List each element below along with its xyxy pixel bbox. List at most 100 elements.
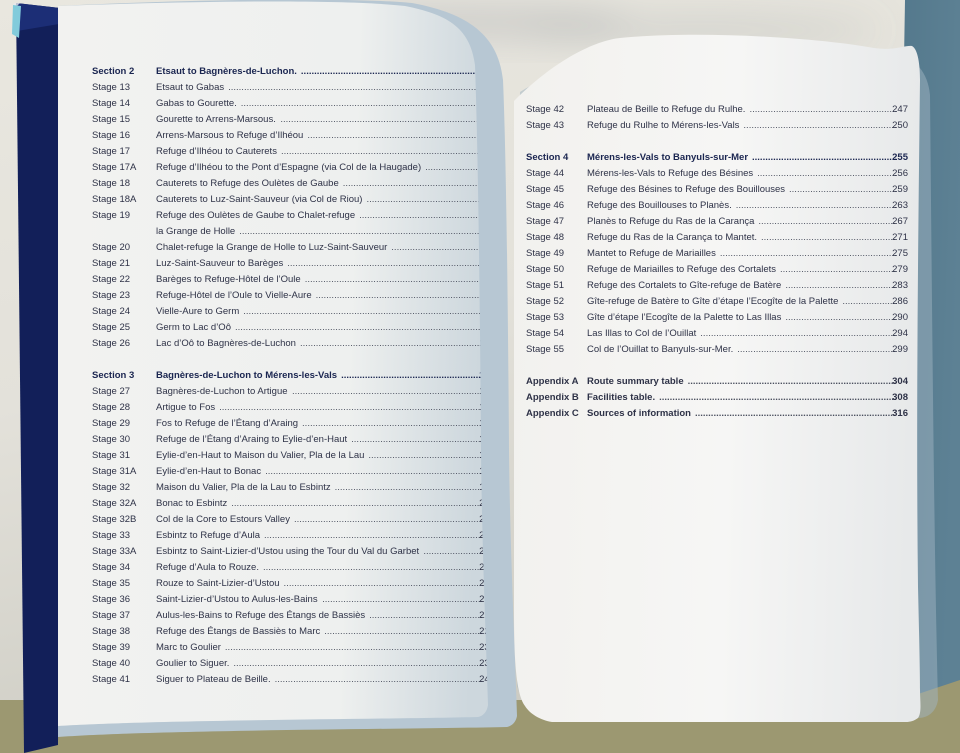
svg-text:..............................: ........................................… [228, 82, 518, 93]
svg-text:Stage 23: Stage 23 [92, 290, 130, 301]
svg-text:255: 255 [892, 152, 909, 163]
svg-text:Stage 38: Stage 38 [92, 626, 130, 637]
svg-text:..............................: ........................................… [263, 562, 485, 573]
svg-text:Stage 53: Stage 53 [526, 312, 564, 323]
svg-text:Mérens-les-Vals to Refuge des: Mérens-les-Vals to Refuge des Bésines [587, 168, 753, 179]
svg-text:Bagnères-de-Luchon to Artigue: Bagnères-de-Luchon to Artigue [156, 386, 288, 397]
svg-text:Chalet-refuge la Grange de Hol: Chalet-refuge la Grange de Holle to Luz-… [156, 242, 387, 253]
svg-text:..............................: ........................................… [785, 280, 896, 291]
svg-text:..............................: ........................................… [368, 450, 484, 461]
svg-text:..............................: ........................................… [305, 274, 484, 285]
svg-text:267: 267 [892, 216, 908, 227]
svg-text:Stage 35: Stage 35 [92, 578, 130, 589]
svg-text:Refuge des Bouillouses to Plan: Refuge des Bouillouses to Planès. [587, 200, 732, 211]
svg-text:..............................: ........................................… [307, 130, 484, 141]
svg-text:Stage 32B: Stage 32B [92, 514, 136, 525]
svg-text:Stage 29: Stage 29 [92, 418, 130, 429]
svg-text:..............................: ........................................… [300, 338, 485, 349]
svg-text:Stage 33: Stage 33 [92, 530, 130, 541]
svg-text:Stage 16: Stage 16 [92, 130, 130, 141]
svg-text:..............................: ........................................… [322, 594, 483, 605]
svg-text:Section 2: Section 2 [92, 66, 134, 77]
svg-text:Aulus-les-Bains to Refuge des: Aulus-les-Bains to Refuge des Étangs de … [156, 610, 365, 621]
svg-text:Stage 52: Stage 52 [526, 296, 564, 307]
svg-text:..............................: ........................................… [316, 290, 485, 301]
svg-text:Stage 43: Stage 43 [526, 120, 564, 131]
svg-text:Stage 15: Stage 15 [92, 114, 130, 125]
svg-text:..............................: ........................................… [231, 498, 484, 509]
svg-text:..............................: ........................................… [789, 184, 897, 195]
svg-text:Bagnères-de-Luchon to Mérens-l: Bagnères-de-Luchon to Mérens-les-Vals [156, 370, 337, 381]
svg-text:..............................: ........................................… [241, 98, 484, 109]
svg-text:294: 294 [892, 328, 908, 339]
svg-text:Refuge du Rulhe to Mérens-les-: Refuge du Rulhe to Mérens-les-Vals [587, 120, 740, 131]
svg-text:..............................: ........................................… [757, 168, 897, 179]
svg-text:308: 308 [892, 392, 908, 403]
svg-text:la Grange de Holle: la Grange de Holle [156, 226, 235, 237]
svg-text:Appendix B: Appendix B [526, 392, 579, 403]
svg-text:Refuge des Cortalets to Gîte-r: Refuge des Cortalets to Gîte-refuge de B… [587, 280, 781, 291]
svg-text:Cauterets to Refuge des Oulète: Cauterets to Refuge des Oulètes de Gaube [156, 178, 339, 189]
svg-text:Refuge des Oulètes de Gaube to: Refuge des Oulètes de Gaube to Chalet-re… [156, 210, 355, 221]
svg-text:..............................: ........................................… [265, 466, 484, 477]
svg-text:Refuge-Hôtel de l’Oule to Viel: Refuge-Hôtel de l’Oule to Vielle-Aure [156, 290, 312, 301]
svg-text:..............................: ........................................… [243, 306, 483, 317]
svg-text:Stage 33A: Stage 33A [92, 546, 137, 557]
svg-text:Cauterets to Luz-Saint-Sauveur: Cauterets to Luz-Saint-Sauveur (via Col … [156, 194, 362, 205]
svg-text:Goulier to Siguer.: Goulier to Siguer. [156, 658, 229, 669]
svg-text:..............................: ........................................… [280, 114, 483, 125]
svg-text:Stage 32: Stage 32 [92, 482, 130, 493]
svg-text:Stage 54: Stage 54 [526, 328, 564, 339]
svg-text:Refuge des Étangs de Bassiès t: Refuge des Étangs de Bassiès to Marc [156, 626, 320, 637]
svg-text:Artigue to Fos: Artigue to Fos [156, 402, 215, 413]
svg-text:..............................: ................................... [391, 242, 483, 253]
svg-text:Stage 34: Stage 34 [92, 562, 130, 573]
svg-text:263: 263 [892, 200, 908, 211]
svg-text:..............................: ........................................… [294, 514, 484, 525]
svg-text:..............................: ........................................… [343, 178, 483, 189]
svg-text:259: 259 [892, 184, 908, 195]
svg-text:Refuge de Mariailles to Refuge: Refuge de Mariailles to Refuge des Corta… [587, 264, 776, 275]
svg-text:..............................: ........................................… [292, 386, 485, 397]
svg-text:..............................: ........................................… [235, 322, 483, 333]
svg-text:Esbintz to Refuge d’Aula: Esbintz to Refuge d’Aula [156, 530, 261, 541]
svg-text:Stage 46: Stage 46 [526, 200, 564, 211]
svg-text:..............................: ........................................… [264, 530, 483, 541]
svg-text:Vielle-Aure to Germ: Vielle-Aure to Germ [156, 306, 239, 317]
svg-text:Stage 32A: Stage 32A [92, 498, 137, 509]
svg-text:..............................: ........................................… [219, 402, 483, 413]
svg-text:Stage 47: Stage 47 [526, 216, 564, 227]
svg-text:Stage 44: Stage 44 [526, 168, 564, 179]
svg-text:Gabas to Gourette.: Gabas to Gourette. [156, 98, 237, 109]
svg-text:Stage 28: Stage 28 [92, 402, 130, 413]
svg-text:Mérens-les-Vals to Banyuls-sur: Mérens-les-Vals to Banyuls-sur-Mer [587, 152, 748, 163]
svg-text:Refuge d’Ilhéou to the Pont d’: Refuge d’Ilhéou to the Pont d’Espagne (v… [156, 162, 421, 173]
svg-text:Stage 50: Stage 50 [526, 264, 564, 275]
svg-text:275: 275 [892, 248, 908, 259]
svg-text:Stage 14: Stage 14 [92, 98, 130, 109]
svg-text:247: 247 [892, 104, 908, 115]
svg-text:..............................: ........................................… [758, 216, 895, 227]
svg-text:..............................: ........................................… [720, 248, 897, 259]
svg-text:......................: ...................... [425, 162, 483, 173]
svg-text:Stage 51: Stage 51 [526, 280, 564, 291]
svg-text:Appendix C: Appendix C [526, 408, 579, 419]
svg-text:..............................: ........................................… [335, 482, 483, 493]
svg-text:Germ to Lac d’Oô: Germ to Lac d’Oô [156, 322, 231, 333]
svg-text:286: 286 [892, 296, 908, 307]
svg-text:Stage 13: Stage 13 [92, 82, 130, 93]
svg-text:Stage 27: Stage 27 [92, 386, 130, 397]
svg-text:..............................: ........................................… [752, 152, 897, 163]
svg-text:Etsaut to Gabas: Etsaut to Gabas [156, 82, 224, 93]
svg-text:..............................: ........................................… [780, 264, 896, 275]
svg-text:Las Illas to Col de l’Ouillat: Las Illas to Col de l’Ouillat [587, 328, 697, 339]
svg-text:Col de la Core to Estours Vall: Col de la Core to Estours Valley [156, 514, 290, 525]
svg-text:Mantet to Refuge de Mariailles: Mantet to Refuge de Mariailles [587, 248, 716, 259]
svg-text:279: 279 [892, 264, 908, 275]
svg-text:Section 4: Section 4 [526, 152, 569, 163]
svg-text:Stage 55: Stage 55 [526, 344, 564, 355]
svg-text:Stage 41: Stage 41 [92, 674, 130, 685]
svg-text:..............................: ........................................… [302, 418, 484, 429]
svg-text:..............................: ........................................… [695, 408, 896, 419]
svg-text:Barèges to Refuge-Hôtel de l’O: Barèges to Refuge-Hôtel de l’Oule [156, 274, 301, 285]
